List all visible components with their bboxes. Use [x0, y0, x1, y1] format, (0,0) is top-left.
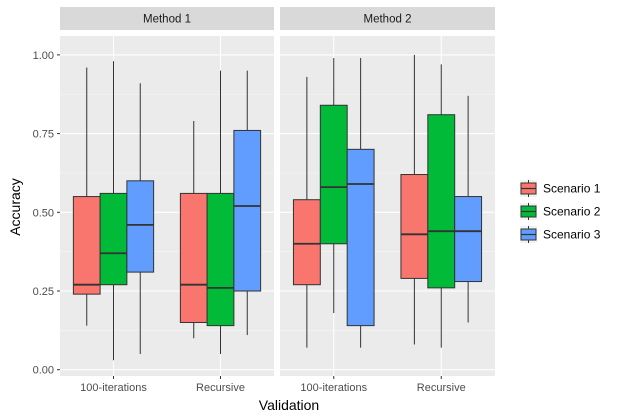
legend-item: Scenario 1: [520, 180, 601, 197]
x-axis-title: Validation: [259, 397, 319, 413]
legend-label: Scenario 3: [543, 228, 601, 242]
box-iqr: [400, 174, 429, 279]
box-iqr: [427, 114, 456, 289]
box-iqr: [126, 180, 155, 273]
box: [233, 70, 262, 336]
box-group: [179, 70, 262, 354]
box: [427, 64, 456, 348]
box-iqr: [99, 192, 128, 286]
legend-item: Scenario 2: [520, 203, 601, 220]
box: [126, 83, 155, 354]
y-tick-label: 0.50: [33, 207, 54, 219]
y-axis-title: Accuracy: [7, 178, 23, 236]
x-tick-label: Recursive: [196, 382, 245, 394]
box: [319, 58, 348, 314]
y-axis: 0.00 0.25 0.50 0.75 1.00: [33, 50, 60, 377]
box-iqr: [454, 196, 483, 283]
box: [346, 58, 375, 348]
legend-label: Scenario 1: [543, 182, 601, 196]
facet-strip: [60, 7, 274, 30]
facet-label: Method 1: [143, 14, 191, 26]
facet-label: Method 2: [364, 14, 412, 26]
y-tick-label: 1.00: [33, 50, 54, 62]
box-iqr: [206, 192, 235, 327]
x-tick-label: Recursive: [417, 382, 466, 394]
box-iqr: [233, 129, 262, 292]
x-tick-label: 100-iterations: [80, 382, 147, 394]
box: [292, 76, 321, 348]
legend-label: Scenario 2: [543, 205, 601, 219]
box: [454, 95, 483, 323]
panel-2: Method 2 100-iterations Recursive: [280, 7, 495, 394]
legend: Scenario 1 Scenario 2 Scenario 3: [520, 180, 601, 243]
box-group: [400, 54, 483, 348]
box: [99, 61, 128, 361]
panel-1: Method 1 100-iterations Recursive: [60, 7, 274, 394]
box-group: [72, 61, 155, 361]
box-iqr: [346, 148, 375, 327]
box: [400, 54, 429, 345]
box-iqr: [319, 104, 348, 245]
box: [72, 67, 101, 326]
facet-strip: [280, 7, 495, 30]
box: [206, 70, 235, 354]
box-group: [292, 58, 375, 348]
y-tick-label: 0.75: [33, 129, 54, 141]
box-iqr: [179, 192, 208, 323]
box-iqr: [292, 199, 321, 286]
y-tick-label: 0.00: [33, 365, 54, 377]
legend-item: Scenario 3: [520, 226, 601, 243]
y-tick-label: 0.25: [33, 286, 54, 298]
x-tick-label: 100-iterations: [300, 382, 367, 394]
box-iqr: [72, 196, 101, 295]
box: [179, 121, 208, 339]
panels-layer: Method 1 100-iterations Recursive Method 2 1…: [60, 7, 495, 394]
